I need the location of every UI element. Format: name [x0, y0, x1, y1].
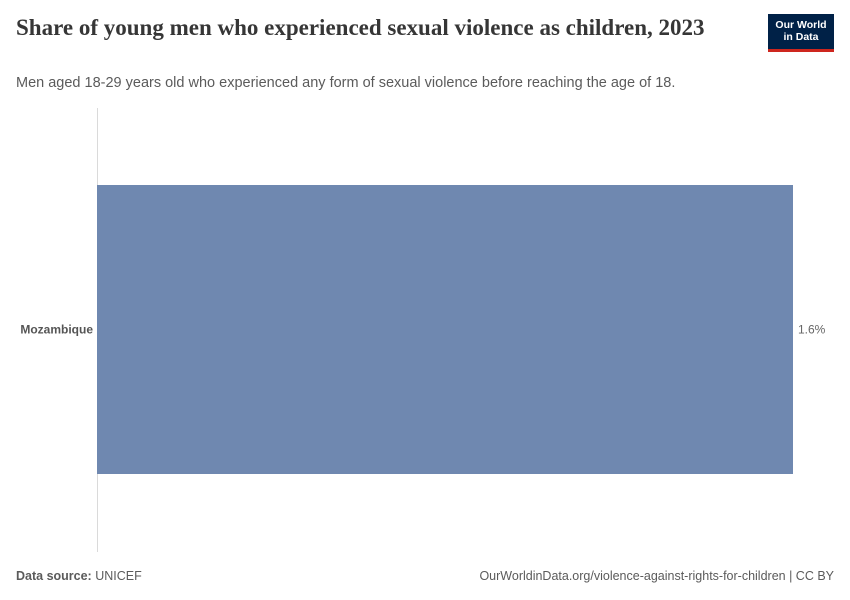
data-source-label: Data source: — [16, 569, 92, 583]
data-source: Data source: UNICEF — [16, 569, 142, 583]
value-label: 1.6% — [798, 323, 826, 337]
bars-group: Mozambique 1.6% — [20, 185, 826, 474]
chart-title: Share of young men who experienced sexua… — [16, 15, 705, 40]
category-label: Mozambique — [20, 323, 93, 337]
logo-line-2: in Data — [783, 31, 819, 43]
data-source-value: UNICEF — [95, 569, 142, 583]
logo-line-1: Our World — [775, 19, 827, 31]
bar-mozambique[interactable] — [97, 185, 793, 474]
chart-subtitle: Men aged 18-29 years old who experienced… — [16, 75, 676, 91]
owid-logo[interactable]: Our World in Data — [768, 14, 834, 52]
source-link[interactable]: OurWorldinData.org/violence-against-righ… — [479, 569, 834, 583]
